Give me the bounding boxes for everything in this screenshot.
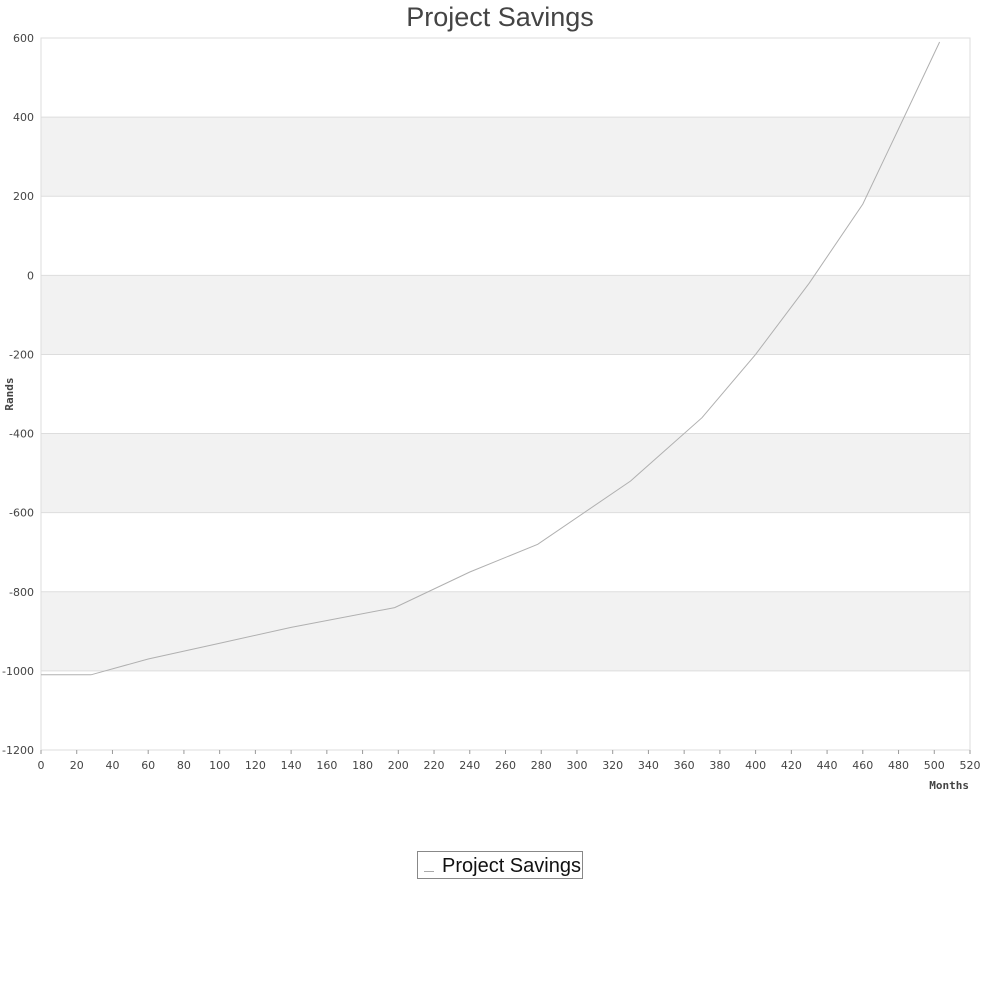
y-tick-label: 200 xyxy=(13,190,34,203)
x-tick-label: 60 xyxy=(141,759,155,772)
x-tick-label: 500 xyxy=(924,759,945,772)
x-tick-label: 440 xyxy=(817,759,838,772)
y-axis-ticks: 600 400 200 0 -200 -400 -600 -800 -1000 -1200 xyxy=(2,32,34,757)
x-tick-label: 180 xyxy=(352,759,373,772)
y-axis-label: Rands xyxy=(3,377,16,410)
legend: Project Savings xyxy=(417,851,583,879)
x-tick-label: 220 xyxy=(424,759,445,772)
grid-band xyxy=(41,433,970,513)
x-tick-label: 480 xyxy=(888,759,909,772)
y-tick-label: 600 xyxy=(13,32,34,45)
chart-title: Project Savings xyxy=(406,2,594,32)
x-axis-ticks: 0 20 40 60 80 100 120 140 160 180 200 220 240 260 280 3… xyxy=(38,750,981,772)
x-tick-label: 160 xyxy=(316,759,337,772)
x-tick-label: 400 xyxy=(745,759,766,772)
x-tick-label: 40 xyxy=(105,759,119,772)
x-tick-label: 0 xyxy=(38,759,45,772)
y-tick-label: 0 xyxy=(27,269,34,282)
x-tick-label: 240 xyxy=(459,759,480,772)
x-tick-label: 360 xyxy=(674,759,695,772)
grid-band xyxy=(41,117,970,197)
y-tick-label: -400 xyxy=(9,428,34,441)
x-tick-label: 100 xyxy=(209,759,230,772)
x-tick-label: 80 xyxy=(177,759,191,772)
x-axis-label: Months xyxy=(929,779,969,792)
series-line xyxy=(41,41,941,676)
y-tick-label: -1200 xyxy=(2,744,34,757)
x-tick-label: 340 xyxy=(638,759,659,772)
grid-band xyxy=(41,275,970,355)
x-tick-label: 20 xyxy=(70,759,84,772)
y-tick-label: 400 xyxy=(13,111,34,124)
x-tick-label: 520 xyxy=(960,759,981,772)
plot-bands xyxy=(41,117,970,671)
legend-label: Project Savings xyxy=(442,855,581,877)
x-tick-label: 460 xyxy=(852,759,873,772)
grid-band xyxy=(41,591,970,671)
y-tick-label: -600 xyxy=(9,507,34,520)
x-tick-label: 280 xyxy=(531,759,552,772)
x-tick-label: 260 xyxy=(495,759,516,772)
y-tick-label: -200 xyxy=(9,348,34,361)
x-tick-label: 300 xyxy=(566,759,587,772)
x-tick-label: 320 xyxy=(602,759,623,772)
y-tick-label: -1000 xyxy=(2,665,34,678)
legend-swatch xyxy=(424,871,434,872)
y-tick-label: -800 xyxy=(9,586,34,599)
series-group xyxy=(41,41,941,676)
x-tick-label: 120 xyxy=(245,759,266,772)
x-tick-label: 200 xyxy=(388,759,409,772)
x-tick-label: 420 xyxy=(781,759,802,772)
x-tick-label: 140 xyxy=(281,759,302,772)
x-tick-label: 380 xyxy=(709,759,730,772)
